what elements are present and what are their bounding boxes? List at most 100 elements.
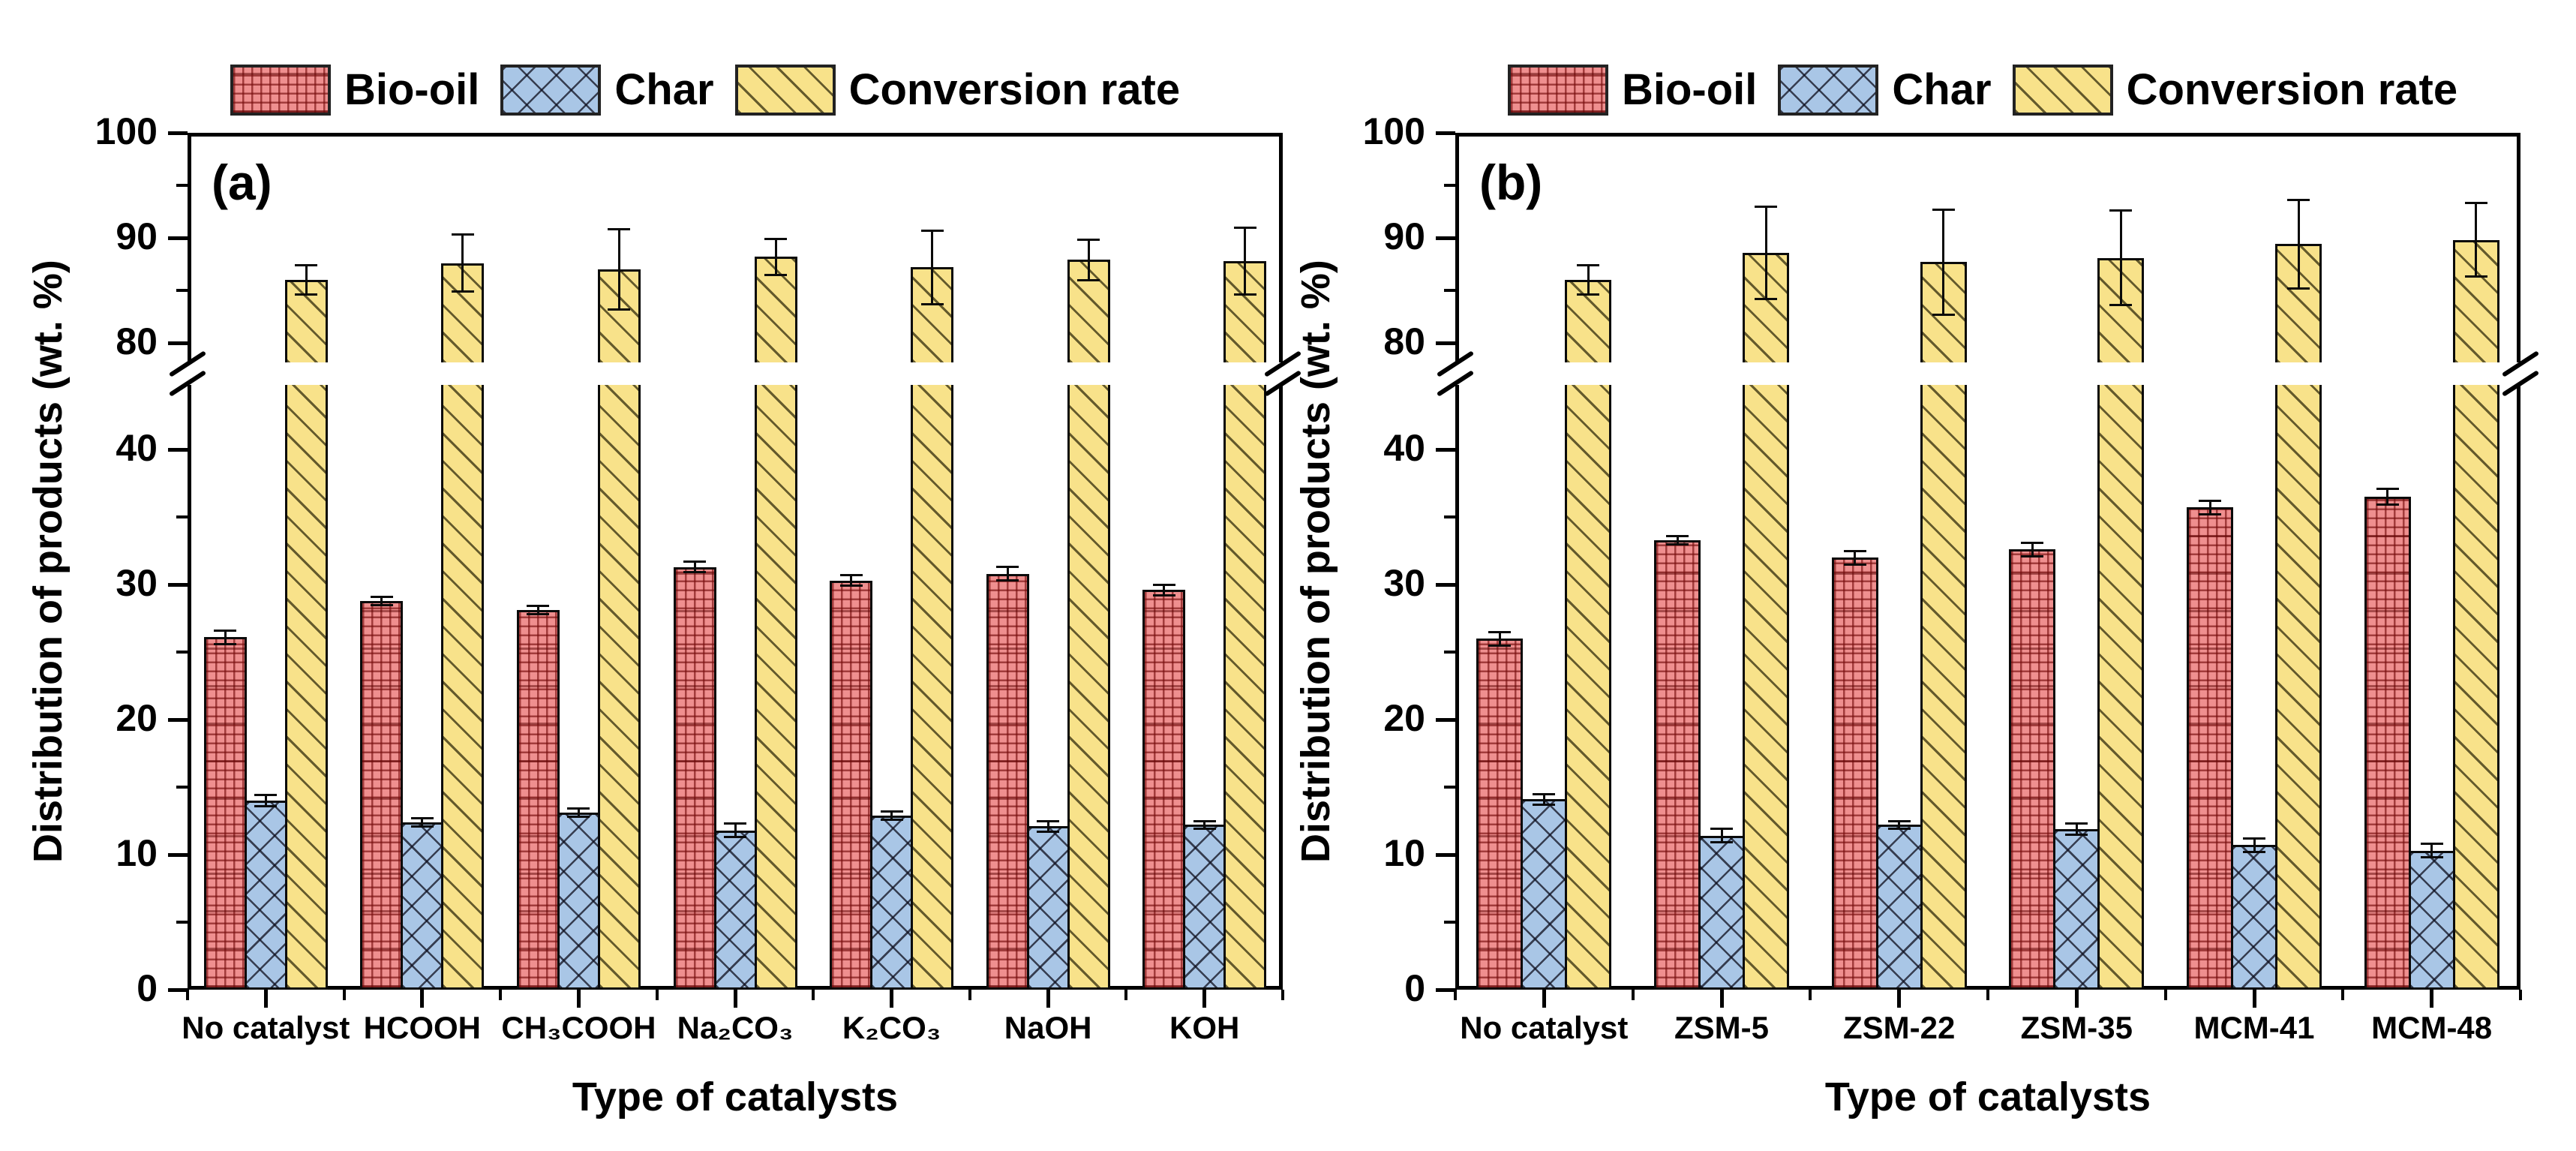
- legend-swatch-char-icon: [500, 65, 602, 116]
- error-bar-line: [734, 823, 737, 837]
- error-bar-cap: [410, 816, 434, 819]
- error-bar-line: [2430, 843, 2433, 858]
- bar-conversion-rate-lower: [441, 385, 485, 990]
- bar-conversion-rate-lower: [754, 385, 797, 990]
- error-bar-line: [2208, 500, 2211, 515]
- y-tick-label: 10: [1383, 832, 1425, 874]
- bar-char: [1521, 799, 1568, 990]
- x-tick: [1897, 990, 1902, 1008]
- legend: Bio-oil Char Conversion rate: [1508, 64, 2478, 116]
- x-tick: [2519, 990, 2522, 1000]
- y-tick-label: 40: [1383, 427, 1425, 469]
- error-bar-line: [1942, 209, 1945, 315]
- error-bar-cap: [567, 816, 590, 819]
- y-tick: [1436, 852, 1455, 857]
- y-tick: [1444, 651, 1455, 654]
- y-tick: [168, 987, 188, 992]
- bar-char: [713, 830, 757, 990]
- error-bar-cap: [608, 308, 631, 311]
- y-tick: [168, 852, 188, 857]
- y-tick: [1444, 786, 1455, 789]
- error-bar-cap: [370, 595, 393, 598]
- error-bar-line: [1587, 265, 1590, 295]
- error-bar-cap: [370, 603, 393, 606]
- error-bar-cap: [920, 229, 944, 232]
- error-bar-cap: [764, 273, 787, 276]
- error-bar-cap: [2199, 512, 2221, 515]
- bar-bio-oil: [1476, 639, 1524, 990]
- panel-letter: (b): [1479, 155, 1543, 210]
- error-bar-line: [224, 630, 227, 645]
- error-bar-line: [1046, 821, 1049, 832]
- error-bar-cap: [1755, 205, 1777, 208]
- y-tick: [1436, 447, 1455, 452]
- bar-conversion-rate-lower: [2275, 385, 2322, 990]
- error-bar-line: [1203, 821, 1206, 829]
- error-bar-cap: [920, 302, 944, 305]
- bar-bio-oil: [360, 600, 404, 990]
- bar-conversion-rate-lower: [1223, 385, 1267, 990]
- error-bar-line: [1854, 551, 1857, 564]
- y-tick-label: 80: [1383, 320, 1425, 362]
- category-label: No catalyst: [182, 1010, 350, 1045]
- bar-bio-oil: [1654, 539, 1701, 990]
- bar-char: [2053, 828, 2100, 990]
- error-bar-cap: [1077, 239, 1100, 242]
- y-tick-label: 40: [116, 427, 158, 469]
- category-label: ZSM-35: [2020, 1010, 2133, 1045]
- error-bar-cap: [1488, 644, 1512, 647]
- error-bar-cap: [2287, 199, 2310, 202]
- bar-char: [1026, 826, 1070, 990]
- x-tick: [890, 990, 894, 1008]
- error-bar-cap: [1233, 293, 1256, 296]
- error-bar-cap: [2464, 202, 2487, 205]
- category-label: Na₂CO₃: [677, 1010, 794, 1045]
- error-bar-cap: [254, 804, 278, 807]
- legend-swatch-bio-oil-icon: [1508, 65, 1608, 116]
- y-tick: [1436, 717, 1455, 722]
- y-tick: [176, 184, 188, 187]
- error-bar-cap: [1233, 226, 1256, 229]
- error-bar-cap: [1710, 841, 1733, 844]
- legend-label: Bio-oil: [1622, 65, 1758, 114]
- legend-label: Char: [614, 65, 714, 114]
- legend-label: Conversion rate: [848, 65, 1181, 114]
- x-axis-title: Type of catalysts: [1824, 1074, 2151, 1119]
- y-axis-title: Distribution of products (wt. %): [1293, 260, 1338, 863]
- legend: Bio-oil Char Conversion rate: [230, 64, 1201, 116]
- error-bar-cap: [1152, 594, 1175, 597]
- error-bar-cap: [1077, 278, 1100, 281]
- x-tick: [733, 990, 737, 1008]
- error-bar-line: [2119, 210, 2122, 305]
- y-tick-label: 90: [1383, 215, 1425, 257]
- error-bar-line: [1676, 536, 1679, 544]
- error-bar-line: [421, 818, 424, 827]
- bar-char: [1698, 835, 1745, 990]
- error-bar-cap: [410, 825, 434, 828]
- y-tick: [1444, 289, 1455, 292]
- axis-break-band: [183, 362, 1287, 385]
- plot-area: [1455, 133, 2520, 990]
- error-bar-cap: [683, 571, 706, 574]
- error-bar-cap: [214, 629, 237, 632]
- x-tick: [1202, 990, 1207, 1008]
- error-bar-cap: [214, 642, 237, 645]
- legend-swatch-conversion-rate-icon: [734, 65, 836, 116]
- error-bar-cap: [2243, 850, 2265, 853]
- error-bar-line: [380, 597, 383, 605]
- bar-conversion-rate-lower: [1067, 385, 1110, 990]
- error-bar-line: [617, 229, 620, 310]
- error-bar-cap: [1193, 819, 1216, 822]
- legend-swatch-char-icon: [1778, 65, 1879, 116]
- bar-conversion-rate-lower: [597, 385, 641, 990]
- y-tick: [168, 717, 188, 722]
- error-bar-cap: [764, 237, 787, 240]
- y-tick: [1444, 921, 1455, 924]
- x-tick: [2341, 990, 2345, 1000]
- bar-bio-oil: [2364, 497, 2411, 990]
- y-tick-label: 20: [116, 697, 158, 739]
- bar-conversion-rate-lower: [2097, 385, 2145, 990]
- error-bar-cap: [2287, 287, 2310, 290]
- error-bar-cap: [2065, 833, 2088, 836]
- bar-char: [2408, 850, 2455, 990]
